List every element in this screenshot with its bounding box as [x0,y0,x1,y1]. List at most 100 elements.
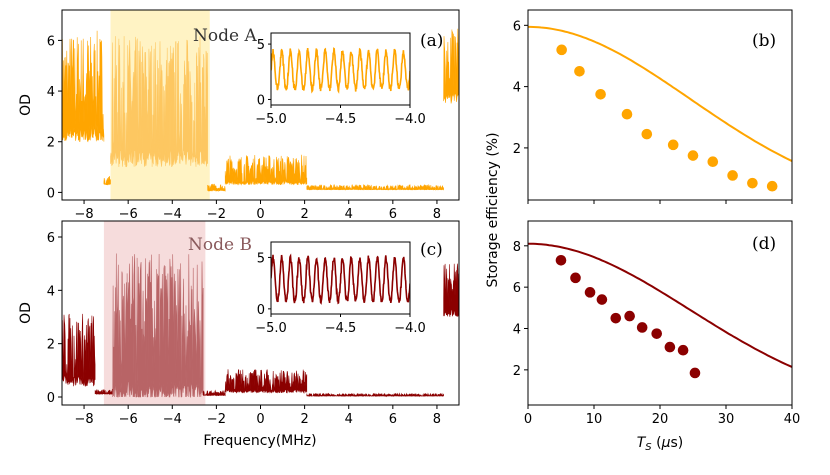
xlabel-d: TS (μs) [637,435,684,453]
inset-line-c [271,253,410,305]
x-tick-label: −4 [163,412,182,427]
spectrum-segment [207,183,226,192]
x-tick-label: 0 [524,412,532,427]
spectrum-segment [443,28,459,104]
efficiency-b [528,25,792,192]
data-point [651,328,662,339]
inset-x-tick-label: −5.0 [255,112,287,127]
ylabel-a: OD [18,94,34,116]
data-point [664,341,676,353]
x-tick-label: 2 [300,412,308,427]
x-tick-label: −4 [163,207,182,222]
y-tick-label: 4 [513,323,521,338]
inset-line-a [271,47,410,94]
y-tick-label: 4 [47,284,55,299]
spectrum-c [62,253,459,399]
efficiency-d [528,242,792,379]
y-tick-label: 6 [47,231,55,246]
y-tick-label: 2 [513,364,521,379]
x-tick-label: 4 [345,412,353,427]
x-tick-label: 8 [433,412,441,427]
data-point [636,322,648,333]
spectrum-segment [62,30,105,143]
y-tick-label: 2 [513,142,521,157]
x-tick-label: 0 [256,207,264,222]
data-point [677,344,689,356]
y-tick-label: 0 [47,391,55,406]
spectrum-segment [202,389,226,397]
inset-y-tick-label: 5 [257,38,265,53]
spectrum-segment [103,176,111,186]
y-tick-label: 8 [513,240,521,255]
panel-c: −8 −6 −4 −2 0 2 4 6 8 0 2 4 6 Node B (c) OD Frequenc… [18,220,460,449]
data-point [596,294,608,305]
inset-y-tick-label: 0 [257,93,265,108]
data-point [687,150,699,161]
spectrum-a [62,28,459,192]
x-tick-label: 20 [652,412,669,427]
data-point [584,287,596,298]
y-tick-label: 0 [47,186,55,201]
x-tick-label: 4 [345,207,353,222]
band-label-a: Node A [193,26,257,46]
data-point [707,156,719,167]
x-tick-label: 8 [433,207,441,222]
y-tick-label: 2 [47,338,55,353]
inset-y-tick-label: 0 [257,303,265,318]
spectrum-segment [224,369,308,395]
spectrum-segment [62,313,96,387]
data-point [621,108,633,120]
data-point [555,254,567,266]
ticks-b: 2 4 6 [513,19,793,204]
ticks-a: −8 −6 −4 −2 0 2 4 6 8 0 2 4 6 [47,34,441,222]
y-tick-label: 6 [513,281,521,296]
panel-label-a: (a) [420,31,443,51]
fit-curve [528,25,792,162]
x-tick-label: −8 [74,207,93,222]
x-tick-label: −8 [74,412,93,427]
inset-x-tick-label: −4.0 [394,112,426,127]
ticks-d: 0 10 20 30 40 2 4 6 8 [513,240,801,427]
data-point [624,310,635,322]
panel-b: 2 4 6 (b) [513,9,793,204]
data-point [689,367,701,379]
ylabel-c: OD [18,302,34,324]
inset-y-tick-label: 5 [257,251,265,266]
x-tick-label: 6 [389,412,397,427]
inset-x-tick-label: −4.0 [394,321,426,336]
spectrum-segment [443,263,459,317]
inset-trace [271,253,410,305]
panel-label-d: (d) [752,234,776,254]
panel-a: −8 −6 −4 −2 0 2 4 6 8 0 2 4 6 Node A (a) OD −5.0 −4.5… [18,9,460,222]
y-tick-label: 4 [47,85,55,100]
fit-curve [528,242,792,368]
data-point [667,139,679,151]
ticks-c: −8 −6 −4 −2 0 2 4 6 8 0 2 4 6 [47,231,441,427]
inset-x-tick-label: −4.5 [325,112,357,127]
data-point [766,180,778,192]
data-point [556,44,567,56]
y-tick-label: 6 [47,34,55,49]
inset-ticks-a: −5.0 −4.5 −4.0 0 5 [255,38,426,127]
panel-d: 0 10 20 30 40 2 4 6 8 (d) TS (μs) [513,220,801,453]
panel-label-b: (b) [752,31,776,51]
data-point [641,128,653,140]
x-tick-label: −2 [207,207,226,222]
x-tick-label: 6 [389,207,397,222]
y-tick-label: 4 [513,81,521,96]
spectrum-segment [224,154,308,186]
x-tick-label: −6 [119,207,138,222]
y-tick-label: 2 [47,136,55,151]
spectrum-segment [112,253,204,399]
data-point [570,272,581,284]
x-tick-label: 30 [718,412,735,427]
inset-ticks-c: −5.0 −4.5 −4.0 0 5 [255,251,426,336]
panel-label-c: (c) [420,240,443,260]
data-point [574,65,585,77]
y-tick-label: 6 [513,19,521,34]
x-tick-label: −6 [119,412,138,427]
inset-trace [271,47,410,94]
inset-x-tick-label: −5.0 [255,321,287,336]
x-tick-label: −2 [207,412,226,427]
